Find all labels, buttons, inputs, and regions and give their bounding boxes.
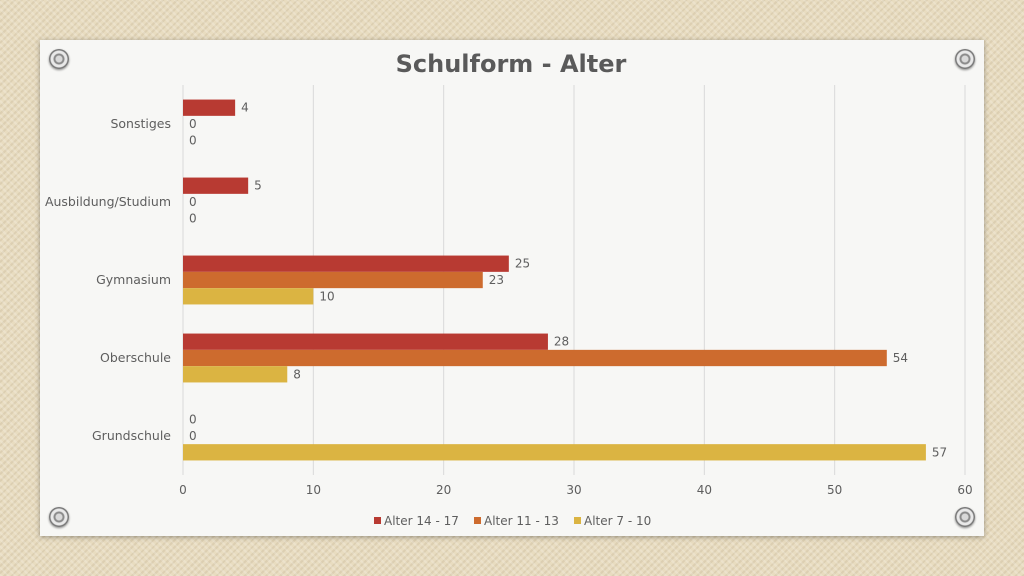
- x-tick-label: 20: [436, 483, 451, 497]
- pin-icon: [49, 49, 69, 69]
- data-label: 0: [189, 195, 197, 209]
- legend-swatch: [574, 517, 581, 524]
- legend: Alter 14 - 17 Alter 11 - 13 Alter 7 - 10: [374, 514, 651, 528]
- bar: [183, 349, 887, 367]
- x-tick-label: 30: [566, 483, 581, 497]
- bar: [183, 271, 483, 289]
- data-label: 8: [293, 367, 301, 381]
- data-label: 4: [241, 101, 249, 115]
- data-label: 0: [189, 211, 197, 225]
- data-label: 0: [189, 429, 197, 443]
- data-label: 57: [932, 445, 947, 459]
- x-tick-label: 50: [827, 483, 842, 497]
- pin-icon: [955, 507, 975, 527]
- chart-title: Schulform - Alter: [396, 50, 627, 78]
- bar: [183, 366, 288, 383]
- legend-label: Alter 11 - 13: [484, 514, 559, 528]
- labels: 0 10 20 30 40 50 60Sonstiges400Ausbildung/Stud…: [45, 101, 973, 497]
- bar: [183, 444, 926, 461]
- category-label: Gymnasium: [96, 272, 171, 287]
- x-tick-label: 0: [179, 483, 187, 497]
- bars: [183, 99, 926, 461]
- bar: [183, 255, 509, 272]
- data-label: 28: [554, 335, 569, 349]
- data-label: 23: [489, 273, 504, 287]
- data-label: 0: [189, 117, 197, 131]
- x-tick-label: 40: [697, 483, 712, 497]
- bar: [183, 288, 314, 305]
- data-label: 5: [254, 179, 262, 193]
- category-label: Grundschule: [92, 428, 171, 443]
- legend-swatch: [374, 517, 381, 524]
- data-label: 0: [189, 133, 197, 147]
- data-label: 10: [319, 289, 334, 303]
- bar: [183, 177, 249, 194]
- data-label: 0: [189, 413, 197, 427]
- pin-icon: [955, 49, 975, 69]
- bar: [183, 99, 236, 116]
- legend-swatch: [474, 517, 481, 524]
- bar: [183, 333, 548, 350]
- category-label: Oberschule: [100, 350, 171, 365]
- legend-label: Alter 7 - 10: [584, 514, 651, 528]
- x-tick-label: 60: [957, 483, 972, 497]
- x-tick-label: 10: [306, 483, 321, 497]
- category-label: Sonstiges: [110, 116, 171, 131]
- data-label: 54: [893, 351, 908, 365]
- legend-label: Alter 14 - 17: [384, 514, 459, 528]
- category-label: Ausbildung/Studium: [45, 194, 171, 209]
- data-label: 25: [515, 257, 530, 271]
- pin-icon: [49, 507, 69, 527]
